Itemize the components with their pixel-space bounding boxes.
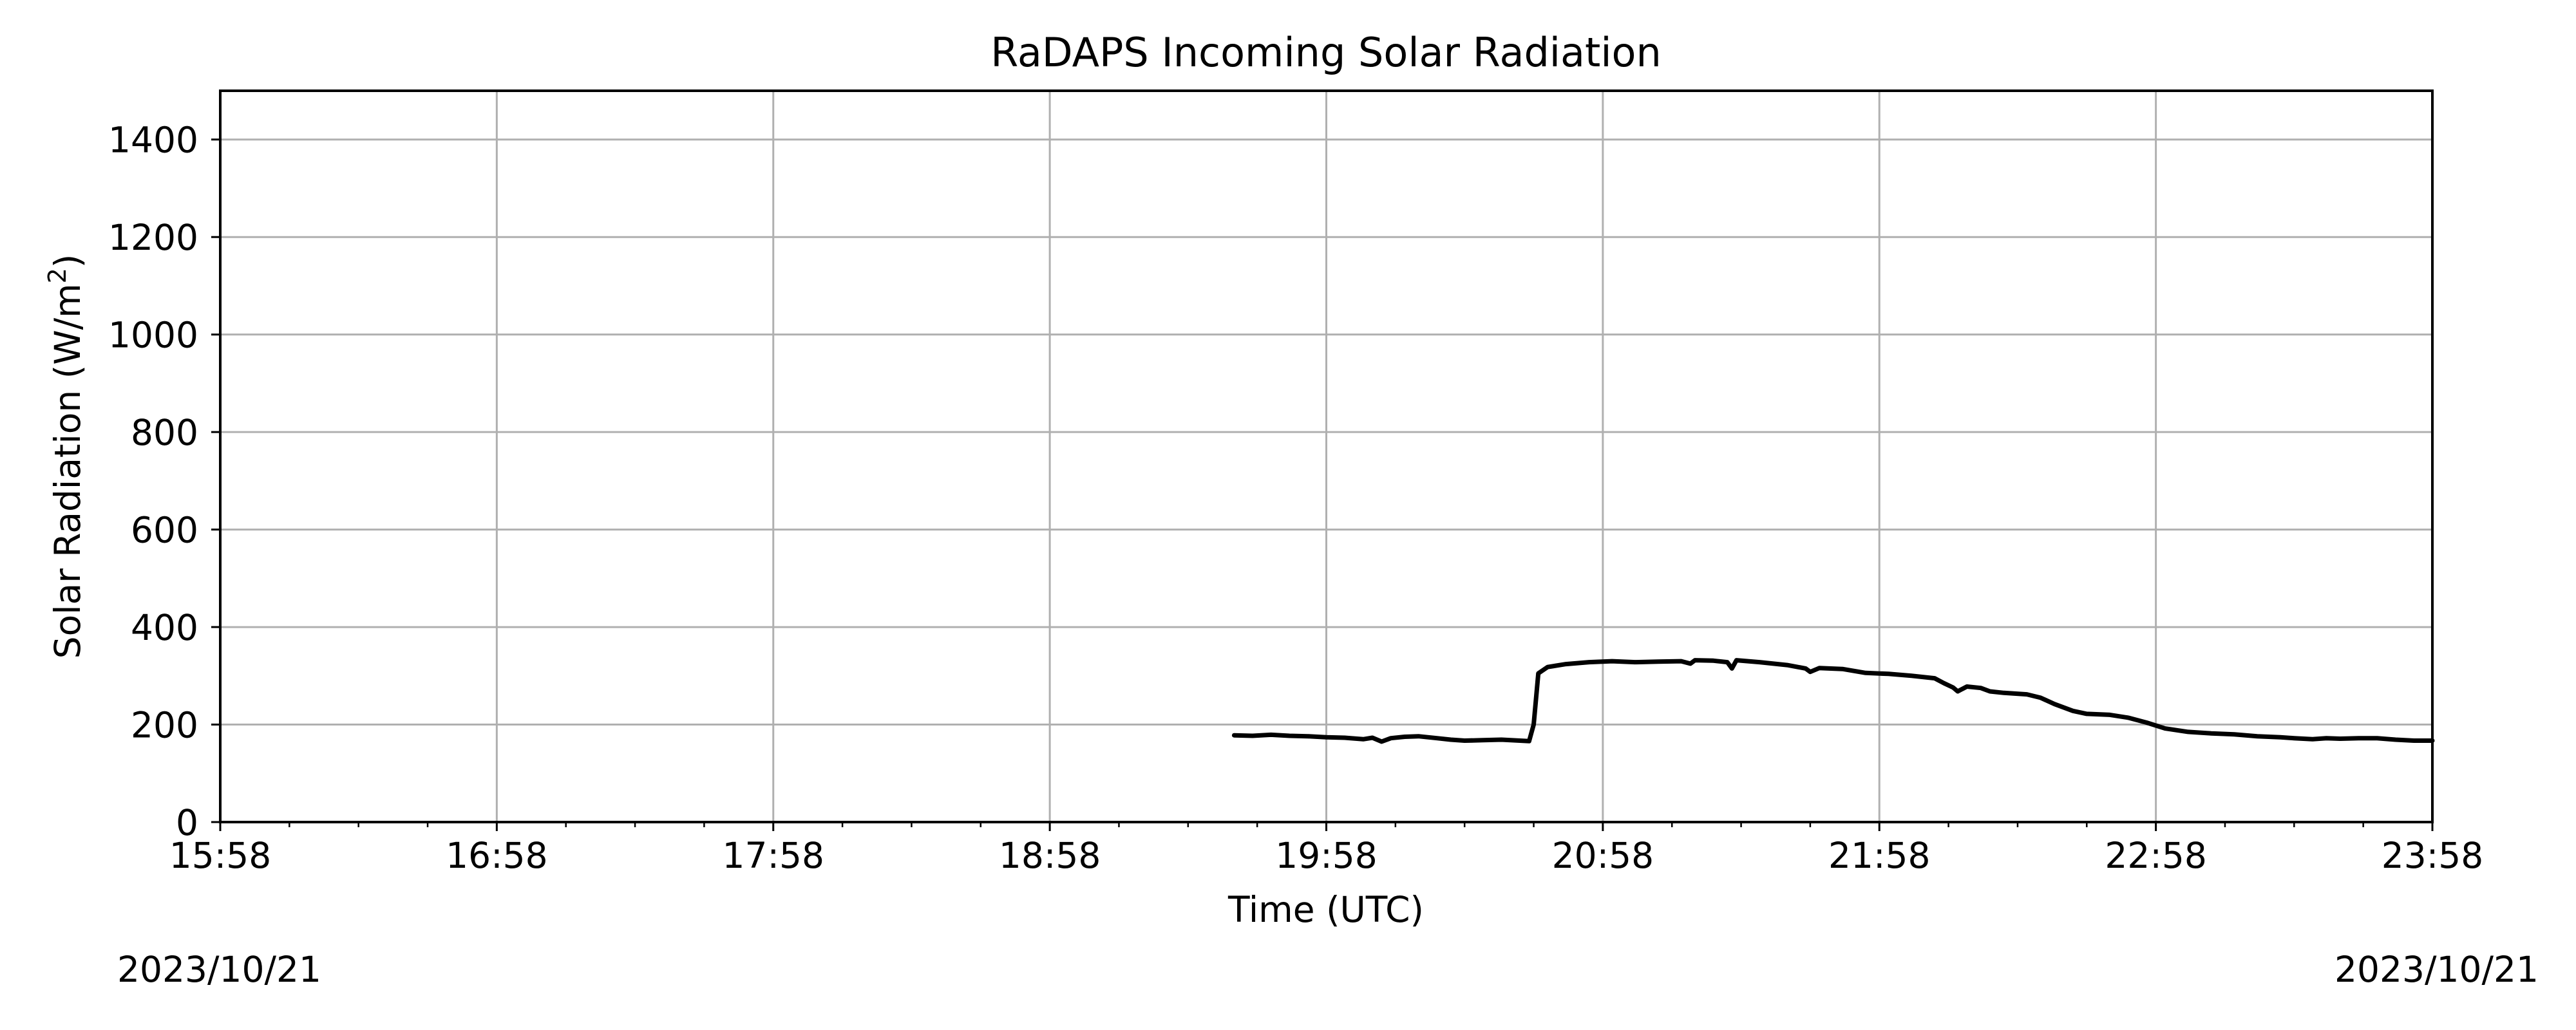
x-tick-label: 17:58 [722, 835, 824, 876]
y-axis-label-close: ) [47, 254, 88, 268]
y-axis-label: Solar Radiation (W/m2) [43, 254, 88, 659]
x-tick-label: 15:58 [169, 835, 272, 876]
y-tick-label: 0 [176, 802, 198, 843]
chart-title: RaDAPS Incoming Solar Radiation [990, 29, 1662, 76]
x-tick-label: 20:58 [1552, 835, 1654, 876]
x-axis-label: Time (UTC) [1227, 889, 1424, 930]
y-axis-label-superscript: 2 [43, 268, 71, 283]
y-tick-label: 800 [131, 412, 198, 453]
solar-radiation-line [1231, 658, 2435, 744]
y-tick-label: 1400 [108, 120, 198, 161]
x-tick-label: 23:58 [2382, 835, 2484, 876]
x-tick-label: 16:58 [446, 835, 548, 876]
y-tick-label: 400 [131, 607, 198, 648]
data-series [1231, 658, 2435, 744]
x-tick-label: 22:58 [2105, 835, 2207, 876]
y-tick-label: 1000 [108, 315, 198, 356]
x-tick-label: 21:58 [1828, 835, 1931, 876]
date-right: 2023/10/21 [2334, 949, 2539, 990]
x-tick-label: 18:58 [999, 835, 1101, 876]
y-tick-label: 600 [131, 510, 198, 551]
y-tick-label: 1200 [108, 217, 198, 258]
tick-labels: 15:58 16:58 17:58 18:58 19:58 20:58 21:58 22:58… [108, 120, 2483, 876]
y-tick-label: 200 [131, 705, 198, 746]
x-tick-label: 19:58 [1275, 835, 1378, 876]
axis-ticks [211, 138, 2434, 831]
date-left: 2023/10/21 [117, 949, 321, 990]
y-axis-label-text: Solar Radiation (W/m [47, 283, 88, 659]
